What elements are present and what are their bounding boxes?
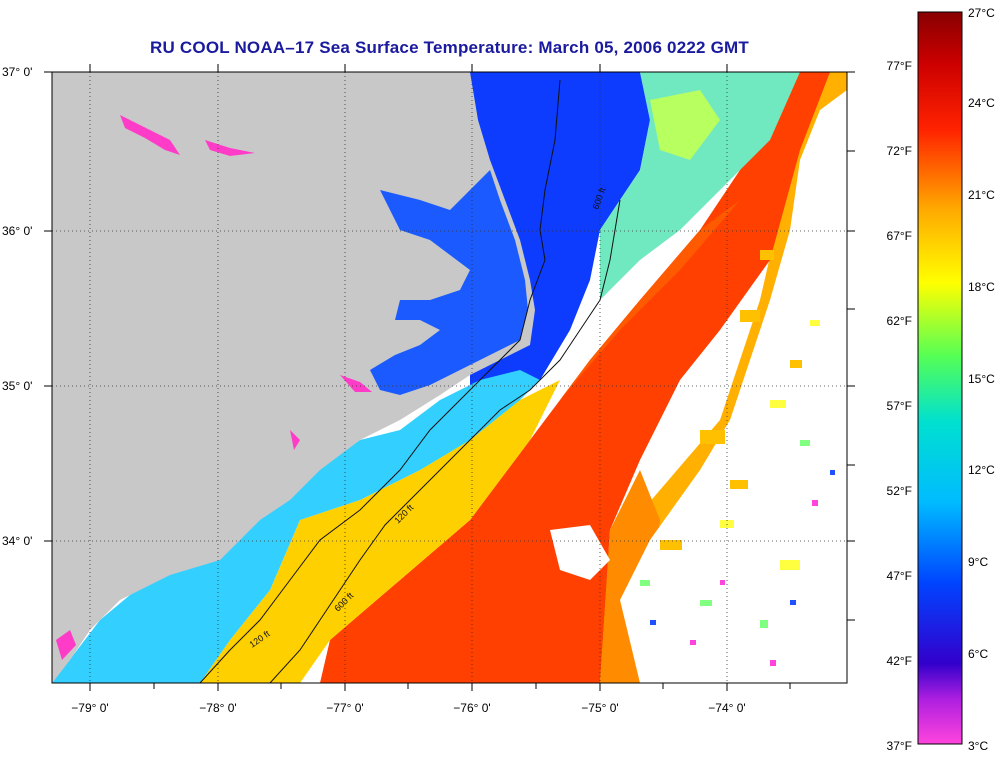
map-frame [51, 71, 848, 684]
fahrenheit-label-42: 42°F [887, 654, 912, 668]
fahrenheit-label-67: 67°F [887, 229, 912, 243]
map-title: RU COOL NOAA–17 Sea Surface Temperature:… [150, 38, 749, 57]
celsius-label-15: 15°C [968, 372, 995, 386]
lat-label-34: 34° 0' [2, 534, 32, 548]
lon-label-75: −75° 0' [581, 701, 618, 715]
fahrenheit-label-77: 77°F [887, 59, 912, 73]
celsius-label-3: 3°C [968, 739, 988, 753]
fahrenheit-label-52: 52°F [887, 484, 912, 498]
contour-600ft [269, 199, 621, 683]
lon-label-78: −78° 0' [199, 701, 236, 715]
sst-map: 600 ft 120 ft 600 ft 120 ft [52, 72, 847, 683]
celsius-label-18: 18°C [968, 280, 995, 294]
map-ticks [44, 64, 855, 691]
lat-label-35: 35° 0' [2, 379, 32, 393]
cloud-mask [550, 90, 847, 683]
lon-label-77: −77° 0' [326, 701, 363, 715]
lat-label-36: 36° 0' [2, 224, 32, 238]
pamlico-sound [370, 170, 528, 395]
celsius-label-9: 9°C [968, 555, 988, 569]
graticule [52, 72, 847, 683]
celsius-label-21: 21°C [968, 188, 995, 202]
lat-label-37: 37° 0' [2, 65, 32, 79]
fahrenheit-label-72: 72°F [887, 144, 912, 158]
celsius-label-24: 24°C [968, 96, 995, 110]
contour-120ft [199, 79, 561, 683]
lon-label-74: −74° 0' [708, 701, 745, 715]
color-scale-bar [917, 11, 963, 745]
celsius-label-6: 6°C [968, 647, 988, 661]
fahrenheit-label-37: 37°F [887, 739, 912, 753]
celsius-label-12: 12°C [968, 463, 995, 477]
celsius-label-27: 27°C [968, 6, 995, 20]
fahrenheit-label-57: 57°F [887, 399, 912, 413]
lon-label-76: −76° 0' [453, 701, 490, 715]
nearshore-cool-water [52, 370, 540, 683]
fahrenheit-label-47: 47°F [887, 569, 912, 583]
fahrenheit-label-62: 62°F [887, 314, 912, 328]
lon-label-79: −79° 0' [71, 701, 108, 715]
